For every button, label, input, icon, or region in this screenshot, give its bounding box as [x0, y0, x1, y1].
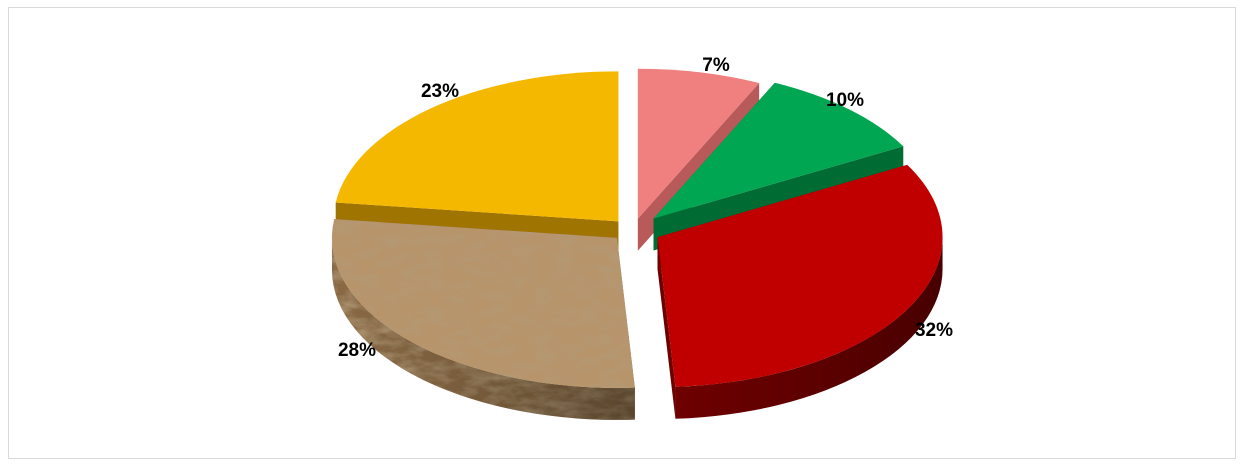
data-label-slice-3: 32% — [915, 320, 953, 341]
pie-slice-4-top — [331, 219, 635, 388]
pie-slice-3-edge-end — [657, 237, 676, 419]
pie-slice-1-top — [637, 68, 760, 219]
data-label-slice-1: 7% — [702, 55, 730, 76]
pie-slice-2-top — [653, 82, 904, 219]
pie-slice-3-top — [657, 164, 943, 387]
pie-slice-4 — [331, 219, 635, 420]
data-label-slice-2: 10% — [826, 90, 864, 111]
pie-slice-3-rim-shade — [675, 237, 943, 419]
pie-slice-3 — [657, 164, 943, 419]
data-label-slice-4: 28% — [338, 340, 376, 361]
pie-slice-5-top — [335, 71, 619, 222]
pie-slice-4-rim-shade — [331, 238, 635, 420]
data-label-slice-5: 23% — [421, 81, 459, 102]
